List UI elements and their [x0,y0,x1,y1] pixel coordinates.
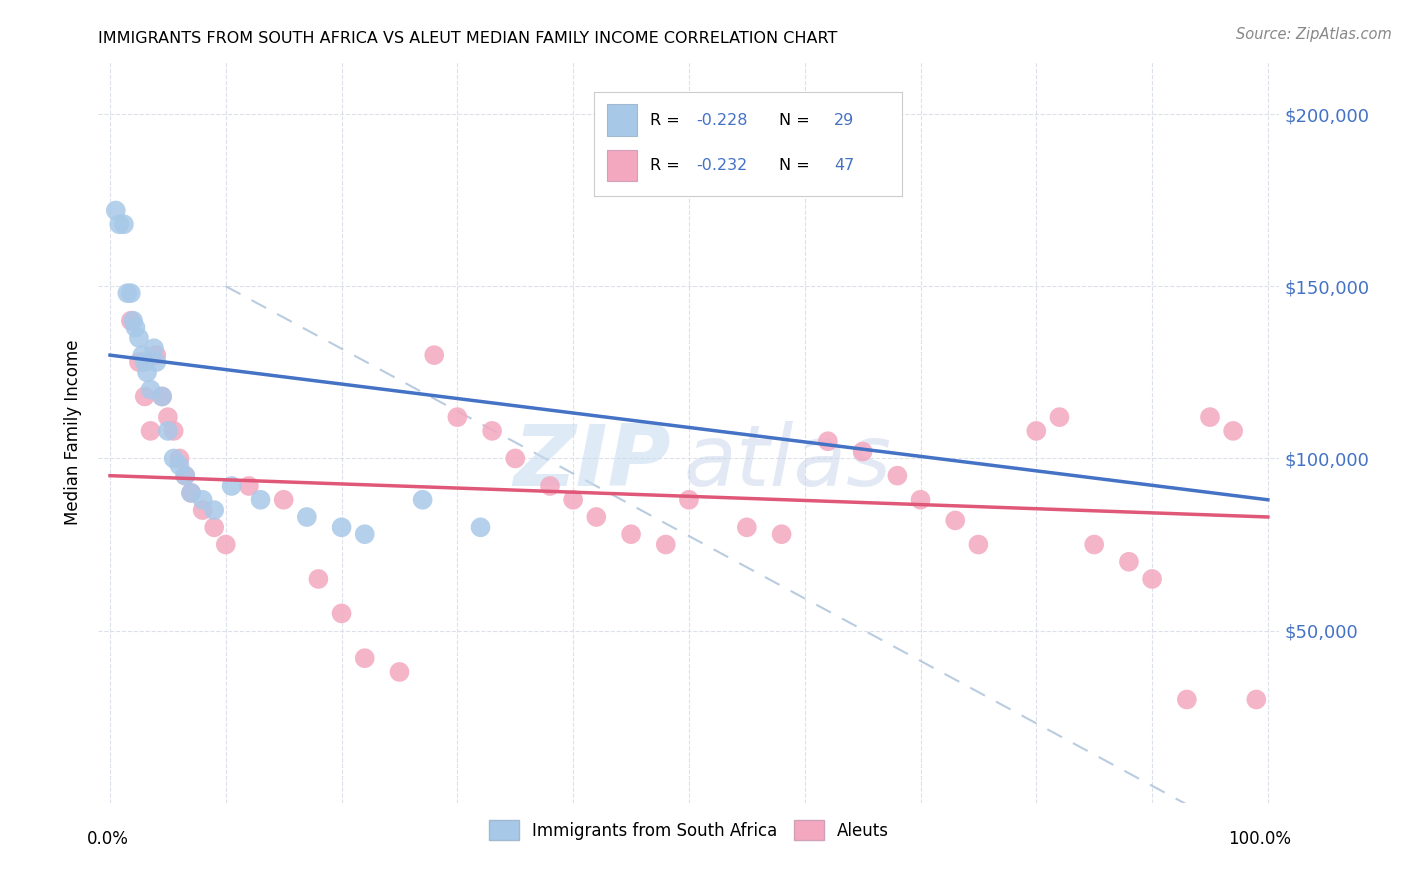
Point [620,527,643,541]
Point [215,537,238,551]
Point [1175,692,1198,706]
Point [122,314,145,328]
Point [1222,424,1244,438]
Point [273,492,295,507]
Point [307,572,329,586]
Point [139,424,162,438]
Point [104,203,127,218]
Point [139,383,162,397]
Point [967,537,990,551]
Point [128,355,150,369]
Point [1246,692,1268,706]
Point [910,492,932,507]
Point [145,355,167,369]
Text: ZIP: ZIP [513,421,671,504]
Point [886,468,908,483]
Point [156,410,179,425]
Point [1025,424,1047,438]
Point [1049,410,1071,425]
Point [1199,410,1222,425]
Point [943,513,966,527]
Point [169,451,191,466]
Point [180,486,202,500]
Point [470,520,492,534]
Point [108,217,131,231]
Point [852,444,875,458]
Point [678,492,700,507]
Point [330,607,353,621]
Point [174,468,197,483]
Point [538,479,561,493]
Point [562,492,585,507]
Point [150,389,173,403]
Point [143,341,166,355]
Point [145,348,167,362]
Point [423,348,446,362]
Point [163,451,186,466]
Text: IMMIGRANTS FROM SOUTH AFRICA VS ALEUT MEDIAN FAMILY INCOME CORRELATION CHART: IMMIGRANTS FROM SOUTH AFRICA VS ALEUT ME… [98,31,838,46]
Point [353,651,375,665]
Point [446,410,468,425]
Point [174,468,197,483]
Point [353,527,375,541]
Text: 0.0%: 0.0% [87,830,128,847]
Point [1083,537,1105,551]
Point [770,527,793,541]
Point [117,286,139,301]
Point [128,331,150,345]
Point [412,492,434,507]
Point [1118,555,1140,569]
Point [388,665,411,679]
Point [191,503,214,517]
Point [131,348,153,362]
Point [169,458,191,473]
Legend: Immigrants from South Africa, Aleuts: Immigrants from South Africa, Aleuts [482,814,896,847]
Point [295,510,318,524]
Point [163,424,186,438]
Point [180,486,202,500]
Point [817,434,839,449]
Point [249,492,271,507]
Point [191,492,214,507]
Point [120,314,142,328]
Point [134,355,156,369]
Point [330,520,353,534]
Point [202,520,225,534]
Text: Source: ZipAtlas.com: Source: ZipAtlas.com [1236,27,1392,42]
Y-axis label: Median Family Income: Median Family Income [65,340,83,525]
Point [202,503,225,517]
Text: atlas: atlas [683,421,891,504]
Point [481,424,503,438]
Point [136,365,159,379]
Point [1140,572,1163,586]
Point [655,537,678,551]
Point [735,520,758,534]
Point [221,479,243,493]
Point [503,451,526,466]
Point [112,217,135,231]
Point [585,510,607,524]
Point [120,286,142,301]
Point [238,479,260,493]
Point [134,389,156,403]
Point [124,320,146,334]
Point [150,389,173,403]
Point [156,424,179,438]
Text: 100.0%: 100.0% [1229,830,1291,847]
